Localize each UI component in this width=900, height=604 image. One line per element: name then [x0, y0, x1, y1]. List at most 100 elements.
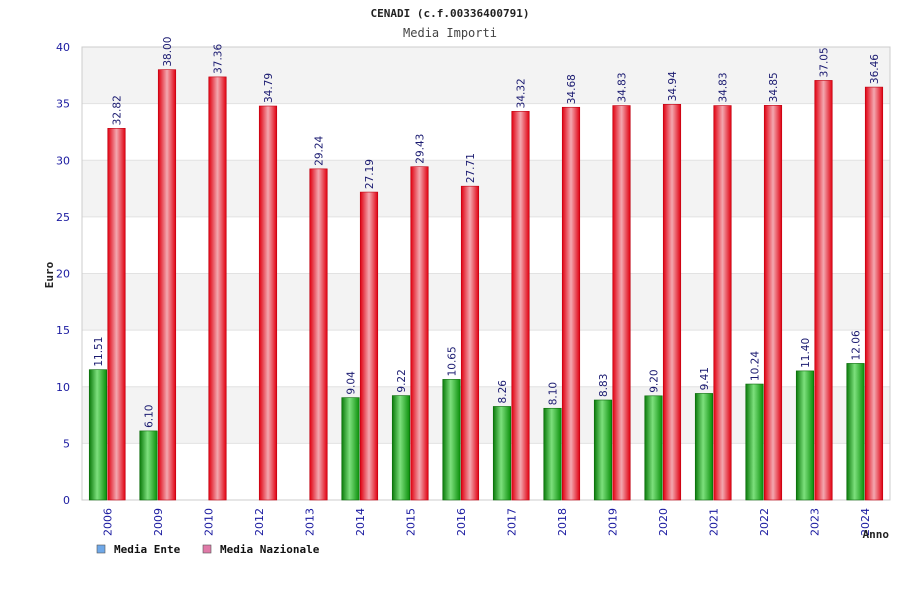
y-tick-label: 0: [63, 494, 70, 507]
data-label: 36.46: [869, 54, 881, 84]
x-tick-label: 2015: [404, 508, 417, 536]
x-tick-label: 2020: [657, 508, 670, 536]
x-tick-label: 2014: [354, 508, 367, 536]
x-tick-label: 2022: [758, 508, 771, 536]
data-label: 29.43: [415, 134, 427, 164]
x-tick-label: 2009: [152, 508, 165, 536]
bar-media-ente: [88, 369, 108, 501]
y-tick-label: 5: [63, 437, 70, 450]
x-axis: 2006 2009 2010 2012 2013 2014 2015 2016 2017 2018…: [101, 508, 872, 536]
legend-swatch-media-nazionale: [202, 544, 212, 554]
x-tick-label: 2017: [505, 508, 518, 536]
x-tick-label: 2019: [606, 508, 619, 536]
data-label: 8.83: [598, 374, 610, 397]
x-tick-label: 2016: [455, 508, 468, 536]
bar-media-ente: [139, 430, 158, 501]
bar-media-nazionale: [410, 166, 429, 501]
y-tick-label: 20: [56, 268, 70, 281]
x-tick-label: 2012: [253, 508, 266, 536]
data-label: 27.71: [465, 153, 477, 183]
chart-subtitle: Media Importi: [403, 26, 497, 40]
data-label: 9.41: [699, 367, 711, 390]
data-label: 9.22: [396, 369, 408, 392]
data-label: 11.40: [800, 338, 812, 368]
data-label: 34.83: [617, 72, 629, 102]
y-axis-label: Euro: [43, 261, 56, 288]
y-tick-label: 10: [56, 381, 70, 394]
data-label: 38.00: [162, 37, 174, 67]
x-tick-label: 2021: [707, 508, 720, 536]
x-tick-label: 2013: [303, 508, 316, 536]
bar-media-ente: [795, 370, 815, 501]
data-label: 34.85: [768, 72, 780, 102]
bar-media-nazionale: [309, 168, 328, 501]
data-label: 10.65: [447, 346, 459, 376]
data-label: 37.05: [819, 47, 831, 77]
data-label: 10.24: [750, 351, 762, 381]
data-label: 34.79: [263, 73, 275, 103]
bar-media-nazionale: [864, 86, 884, 501]
bar-media-ente: [593, 399, 613, 501]
x-tick-label: 2018: [556, 508, 569, 536]
data-label: 34.83: [718, 72, 730, 102]
data-label: 29.24: [314, 135, 326, 165]
bar-media-nazionale: [359, 191, 379, 501]
bar-media-nazionale: [511, 111, 530, 501]
data-label: 12.06: [851, 330, 863, 360]
chart-title: CENADI (c.f.00336400791): [371, 7, 530, 20]
bar-media-nazionale: [460, 185, 480, 501]
legend-item-media-ente: Media Ente: [96, 543, 181, 556]
legend-label-media-nazionale: Media Nazionale: [220, 543, 320, 556]
data-label: 8.26: [497, 380, 509, 404]
data-label: 11.51: [93, 337, 105, 367]
bar-media-nazionale: [763, 105, 783, 501]
bar-media-ente: [341, 397, 360, 501]
legend: Media Ente Media Nazionale: [96, 543, 320, 556]
bar-media-nazionale: [561, 106, 581, 501]
y-tick-label: 15: [56, 324, 70, 337]
bar-media-ente: [694, 393, 714, 501]
data-label: 34.94: [667, 71, 679, 101]
y-tick-label: 40: [56, 41, 70, 54]
bars: 11.51 32.82 6.10 38.00 37.36 34.79 29.24 9.04 27…: [88, 37, 884, 501]
y-tick-label: 25: [56, 211, 70, 224]
bar-media-ente: [543, 407, 562, 501]
bar-media-nazionale: [814, 80, 833, 501]
bar-media-ente: [492, 406, 512, 501]
bar-media-ente: [442, 379, 461, 501]
bar-media-nazionale: [713, 105, 732, 501]
data-label: 9.20: [649, 369, 661, 392]
bar-media-ente: [391, 395, 411, 501]
data-label: 6.10: [144, 405, 156, 428]
data-label: 37.36: [213, 44, 225, 74]
legend-item-media-nazionale: Media Nazionale: [202, 543, 320, 556]
y-axis: 0 5 10 15 20 25 30 35 40: [56, 41, 70, 507]
y-tick-label: 30: [56, 154, 70, 167]
data-label: 27.19: [364, 159, 376, 189]
bar-media-nazionale: [107, 128, 126, 501]
data-label: 9.04: [346, 371, 358, 395]
x-axis-label: Anno: [863, 528, 890, 541]
bar-media-nazionale: [612, 105, 631, 501]
plot-border: [81, 46, 891, 501]
bar-media-nazionale: [208, 76, 227, 501]
data-label: 32.82: [112, 95, 124, 125]
bar-media-ente: [644, 395, 663, 501]
bar-media-ente: [846, 363, 865, 501]
legend-label-media-ente: Media Ente: [114, 543, 181, 556]
bar-media-nazionale: [662, 104, 682, 501]
bar-media-nazionale: [157, 69, 177, 501]
bar-media-nazionale: [258, 105, 278, 501]
x-tick-label: 2010: [202, 508, 215, 536]
bar-media-ente: [745, 383, 764, 501]
x-tick-label: 2023: [808, 508, 821, 536]
data-label: 8.10: [548, 382, 560, 405]
x-tick-label: 2024: [859, 508, 872, 536]
data-label: 34.32: [516, 78, 528, 108]
x-tick-label: 2006: [101, 508, 114, 536]
y-tick-label: 35: [56, 98, 70, 111]
data-label: 34.68: [566, 74, 578, 104]
legend-swatch-media-ente: [96, 544, 106, 554]
